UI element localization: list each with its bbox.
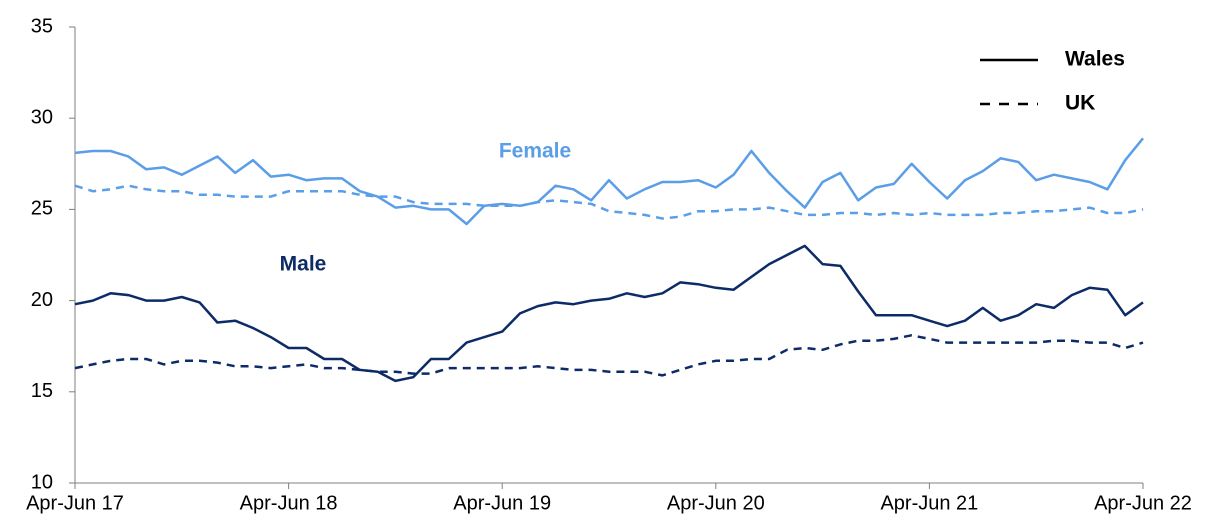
y-tick-label: 25 <box>31 198 53 220</box>
legend-label: Wales <box>1065 48 1125 71</box>
y-tick-label: 30 <box>31 106 53 128</box>
x-tick-label: Apr-Jun 22 <box>1094 492 1192 514</box>
x-tick-label: Apr-Jun 18 <box>240 492 338 514</box>
y-tick-label: 15 <box>31 380 53 402</box>
series-line <box>74 184 1144 220</box>
x-tick-label: Apr-Jun 19 <box>453 492 551 514</box>
x-tick-label: Apr-Jun 20 <box>667 492 765 514</box>
group-label: Female <box>499 140 571 163</box>
y-tick-label: 10 <box>31 471 53 493</box>
group-label: Male <box>280 253 327 276</box>
series-line <box>74 244 1144 383</box>
series-line <box>74 137 1144 226</box>
x-tick-label: Apr-Jun 21 <box>880 492 978 514</box>
y-tick-label: 20 <box>31 289 53 311</box>
series-line <box>74 334 1144 377</box>
y-tick-label: 35 <box>31 15 53 37</box>
x-tick-label: Apr-Jun 17 <box>26 492 124 514</box>
legend-label: UK <box>1065 92 1095 115</box>
